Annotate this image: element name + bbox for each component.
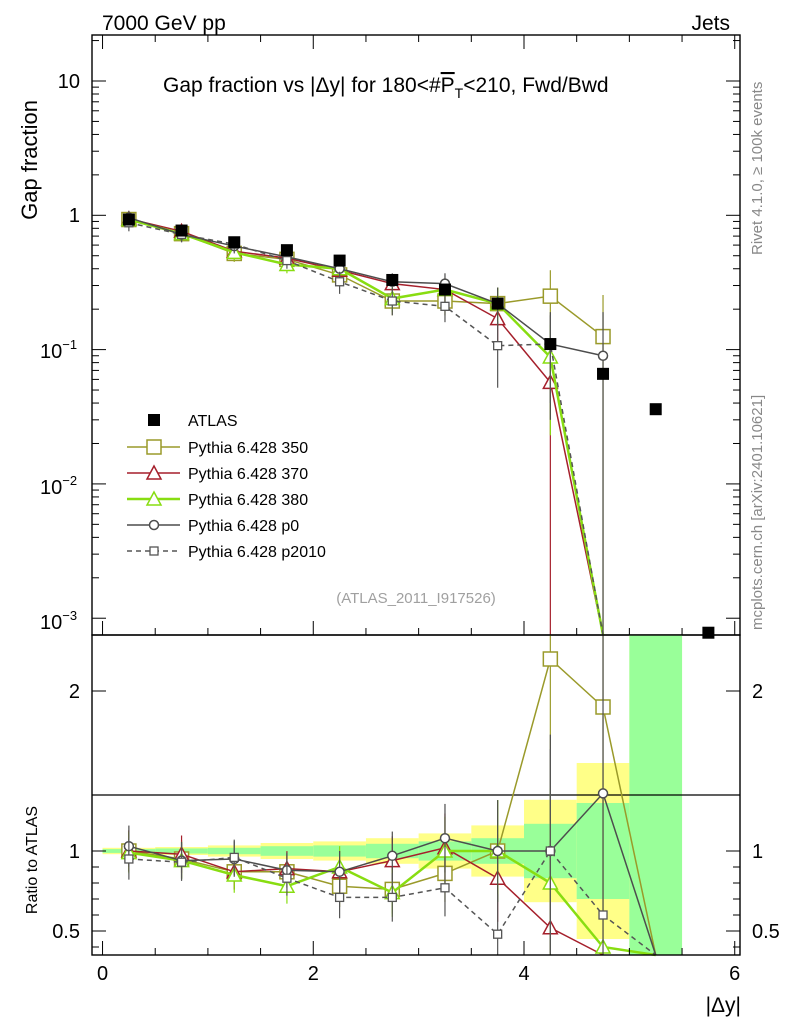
legend-marker-380	[145, 490, 163, 506]
ratio-point	[334, 866, 345, 878]
ratio-point	[439, 832, 451, 844]
data-point	[387, 296, 397, 306]
ratio-point	[387, 850, 398, 862]
uncertainty-band-inner	[260, 846, 314, 856]
data-point	[542, 288, 559, 304]
legend-label-350: Pythia 6.428 350	[188, 440, 308, 457]
ratio-point	[387, 892, 397, 903]
ratio-line	[128, 847, 604, 956]
ratio-point	[597, 788, 609, 799]
ratio-point	[598, 910, 608, 920]
atlas-point	[597, 367, 610, 380]
main-panel: Gap fraction Gap fraction vs |Δy| for 18…	[17, 34, 741, 639]
ratio-y-tick-label: 1	[69, 841, 80, 863]
series-line	[128, 218, 605, 636]
x-tick-label: 4	[518, 963, 529, 985]
x-tick-label: 0	[97, 963, 108, 985]
data-point	[334, 277, 345, 287]
atlas-point	[280, 244, 293, 257]
header-energy-label: 7000 GeV pp	[102, 12, 226, 35]
rivet-version-label: Rivet 4.1.0, ≥ 100k events	[749, 82, 766, 255]
ratio-y-tick-label-right: 2	[752, 681, 763, 703]
data-point	[493, 341, 503, 351]
legend-marker-p0	[148, 519, 160, 531]
analysis-watermark: (ATLAS_2011_I917526)	[336, 590, 496, 607]
y-tick-label-10: 10	[58, 71, 80, 93]
series-line	[128, 218, 604, 636]
x-tick-label: 6	[729, 963, 740, 985]
ratio-point	[440, 883, 450, 893]
atlas-point	[386, 273, 399, 286]
legend-label-p2010: Pythia 6.428 p2010	[188, 544, 326, 561]
atlas-point	[122, 213, 135, 226]
ratio-frame	[91, 634, 741, 956]
legend-marker-atlas	[148, 414, 160, 426]
atlas-point	[649, 403, 662, 416]
ratio-panel: 0.5 0.5 1 1 2 2 0 2 4 6 Ratio to ATLAS |Δy|	[24, 634, 780, 1017]
ratio-series-5	[124, 749, 657, 956]
legend-label-380: Pythia 6.428 380	[188, 492, 308, 509]
series-atlas	[122, 213, 715, 639]
x-tick-label: 2	[308, 963, 319, 985]
ratio-point	[542, 651, 559, 667]
ratio-y-tick-label: 0.5	[52, 921, 80, 943]
atlas-point	[175, 224, 188, 237]
x-axis-label: |Δy|	[706, 994, 741, 1017]
y-tick-label-0p1: 10−1	[40, 337, 77, 363]
y-axis-label: Gap fraction	[17, 100, 42, 220]
atlas-point	[438, 283, 451, 296]
legend-label-370: Pythia 6.428 370	[188, 466, 308, 483]
ratio-y-axis-label: Ratio to ATLAS	[24, 806, 41, 914]
y-tick-label-1: 1	[69, 205, 80, 227]
y-tick-label-0p001: 10−3	[40, 608, 77, 634]
atlas-point	[491, 297, 504, 310]
data-point	[440, 301, 450, 311]
ratio-point	[492, 845, 503, 857]
ratio-y-tick-label: 2	[69, 681, 80, 703]
y-tick-label-0p01: 10−2	[40, 473, 77, 499]
ratio-y-tick-label-right: 0.5	[752, 921, 780, 943]
ratio-point	[545, 846, 555, 856]
legend-marker-p2010	[149, 546, 159, 556]
legend-label-atlas: ATLAS	[188, 413, 238, 430]
series-line	[128, 216, 604, 357]
series-line	[128, 222, 604, 636]
atlas-point	[333, 254, 346, 267]
legend-marker-350	[146, 439, 162, 455]
ratio-y-tick-label-right: 1	[752, 841, 763, 863]
legend-marker-370	[145, 464, 163, 480]
ratio-point	[124, 854, 134, 864]
ratio-point	[229, 852, 239, 863]
mcplots-label: mcplots.cern.ch [arXiv:2401.10621]	[749, 395, 766, 630]
ratio-point	[176, 857, 187, 867]
ratio-point	[282, 873, 292, 883]
data-point	[282, 255, 292, 266]
atlas-point	[544, 338, 557, 351]
legend: ATLAS Pythia 6.428 350 Pythia 6.428 370 …	[127, 413, 326, 561]
data-point	[597, 350, 609, 362]
atlas-point	[702, 626, 715, 639]
legend-label-p0: Pythia 6.428 p0	[188, 518, 299, 535]
ratio-point	[493, 929, 503, 939]
ratio-point	[334, 892, 345, 903]
atlas-point	[228, 236, 241, 249]
header-jets-label: Jets	[691, 12, 730, 35]
chart-title: Gap fraction vs |Δy| for 180<#PT<210, Fw…	[163, 74, 609, 101]
